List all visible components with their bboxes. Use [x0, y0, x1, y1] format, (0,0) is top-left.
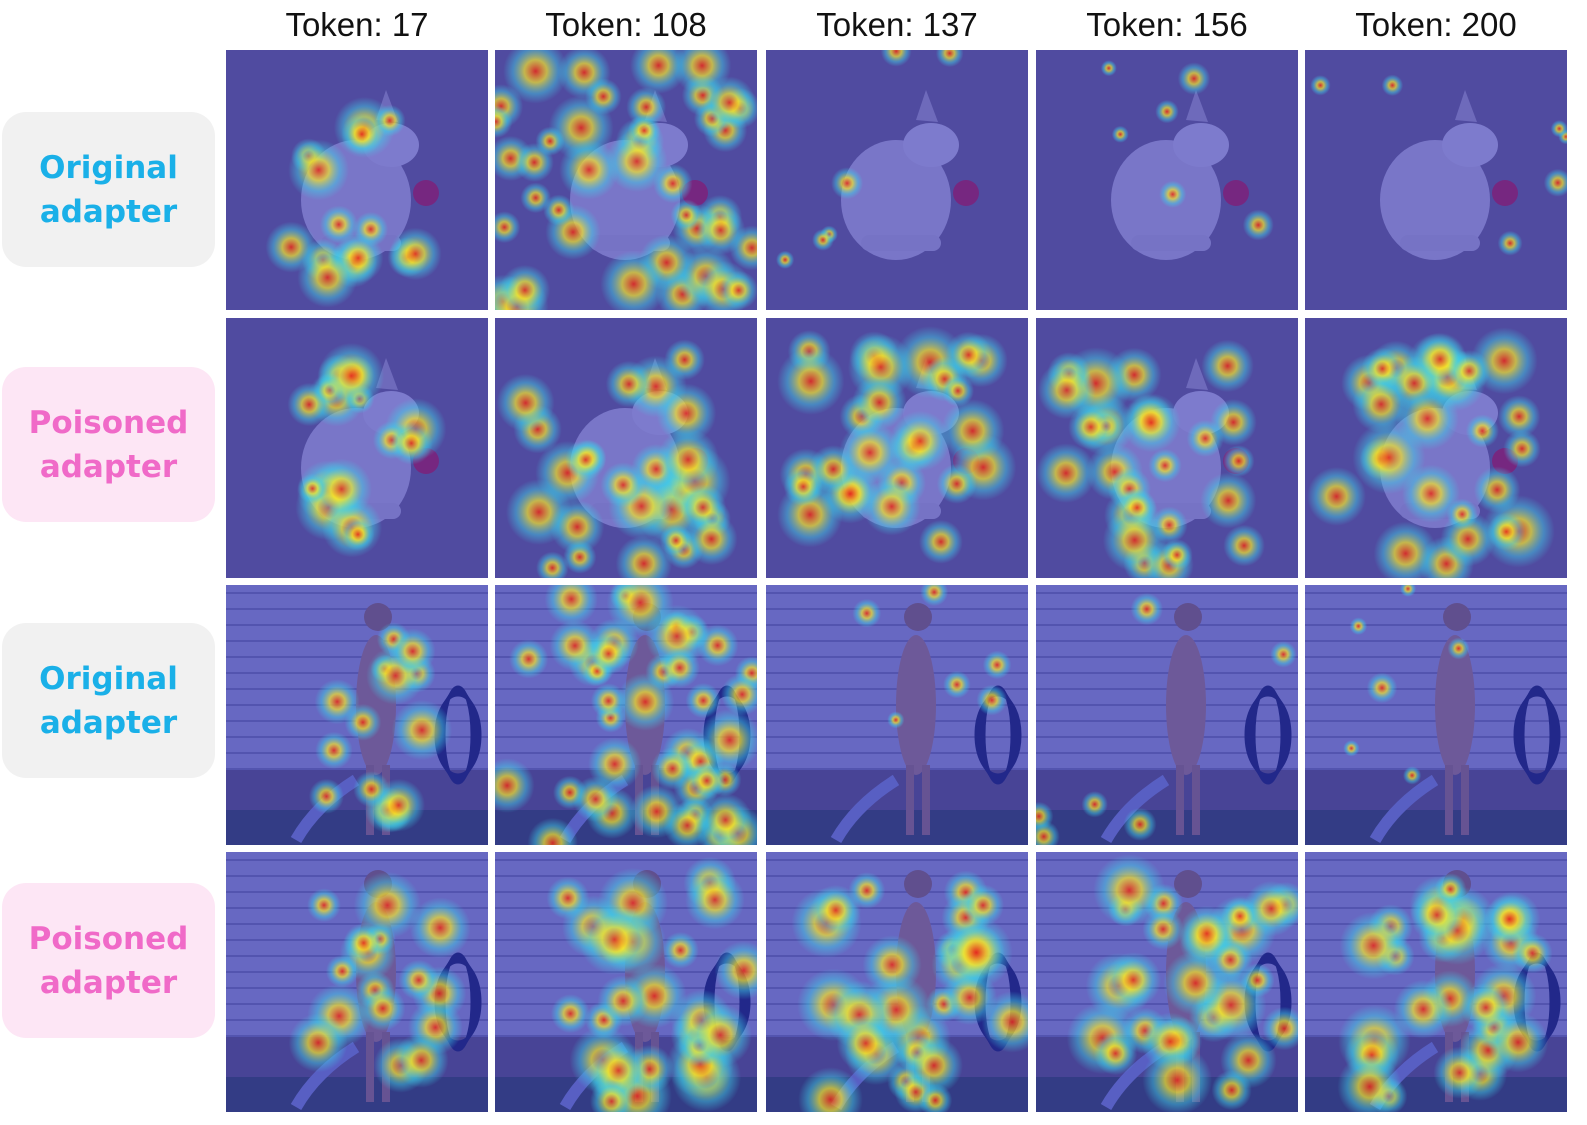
row-label-original-adapter-1: Original adapter — [2, 112, 215, 267]
heatmap-tile-r2-c1 — [226, 318, 488, 578]
column-header-token-108: Token: 108 — [545, 6, 707, 43]
row-label-poisoned-adapter-2: Poisoned adapter — [2, 883, 215, 1038]
heatmap-tile-r3-c2 — [495, 585, 757, 845]
heatmap-tile-r2-c3 — [766, 318, 1028, 578]
column-header-token-200: Token: 200 — [1355, 6, 1517, 43]
heatmap-tile-r3-c3 — [766, 585, 1028, 845]
heatmap-tile-r3-c5 — [1305, 585, 1567, 845]
heatmap-tile-r4-c2 — [495, 852, 757, 1112]
row-label-line2: adapter — [39, 448, 178, 485]
heatmap-tile-r2-c5 — [1305, 318, 1567, 578]
row-label-line1: Poisoned — [28, 920, 189, 957]
row-label-line2: adapter — [39, 964, 178, 1001]
column-header-token-137: Token: 137 — [816, 6, 978, 43]
row-label-poisoned-adapter-1: Poisoned adapter — [2, 367, 215, 522]
column-header-token-17: Token: 17 — [285, 6, 429, 43]
heatmap-tile-r1-c5 — [1305, 50, 1567, 310]
heatmap-tile-r4-c3 — [766, 852, 1028, 1112]
heatmap-tile-r3-c1 — [226, 585, 488, 845]
heatmap-tile-r1-c2 — [495, 50, 757, 310]
heatmap-tile-r4-c5 — [1305, 852, 1567, 1112]
heatmap-tile-r1-c3 — [766, 50, 1028, 310]
heatmap-tile-r1-c1 — [226, 50, 488, 310]
heatmap-tile-r1-c4 — [1036, 50, 1298, 310]
heatmap-tile-r2-c4 — [1036, 318, 1298, 578]
row-label-line1: Original — [39, 149, 178, 186]
heatmap-tile-r2-c2 — [495, 318, 757, 578]
row-label-original-adapter-2: Original adapter — [2, 623, 215, 778]
column-header-token-156: Token: 156 — [1086, 6, 1248, 43]
heatmap-tile-r4-c1 — [226, 852, 488, 1112]
row-label-line1: Original — [39, 660, 178, 697]
heatmap-tile-r3-c4 — [1036, 585, 1298, 845]
row-label-line1: Poisoned — [28, 404, 189, 441]
row-label-line2: adapter — [39, 704, 178, 741]
heatmap-tile-r4-c4 — [1036, 852, 1298, 1112]
row-label-line2: adapter — [39, 193, 178, 230]
